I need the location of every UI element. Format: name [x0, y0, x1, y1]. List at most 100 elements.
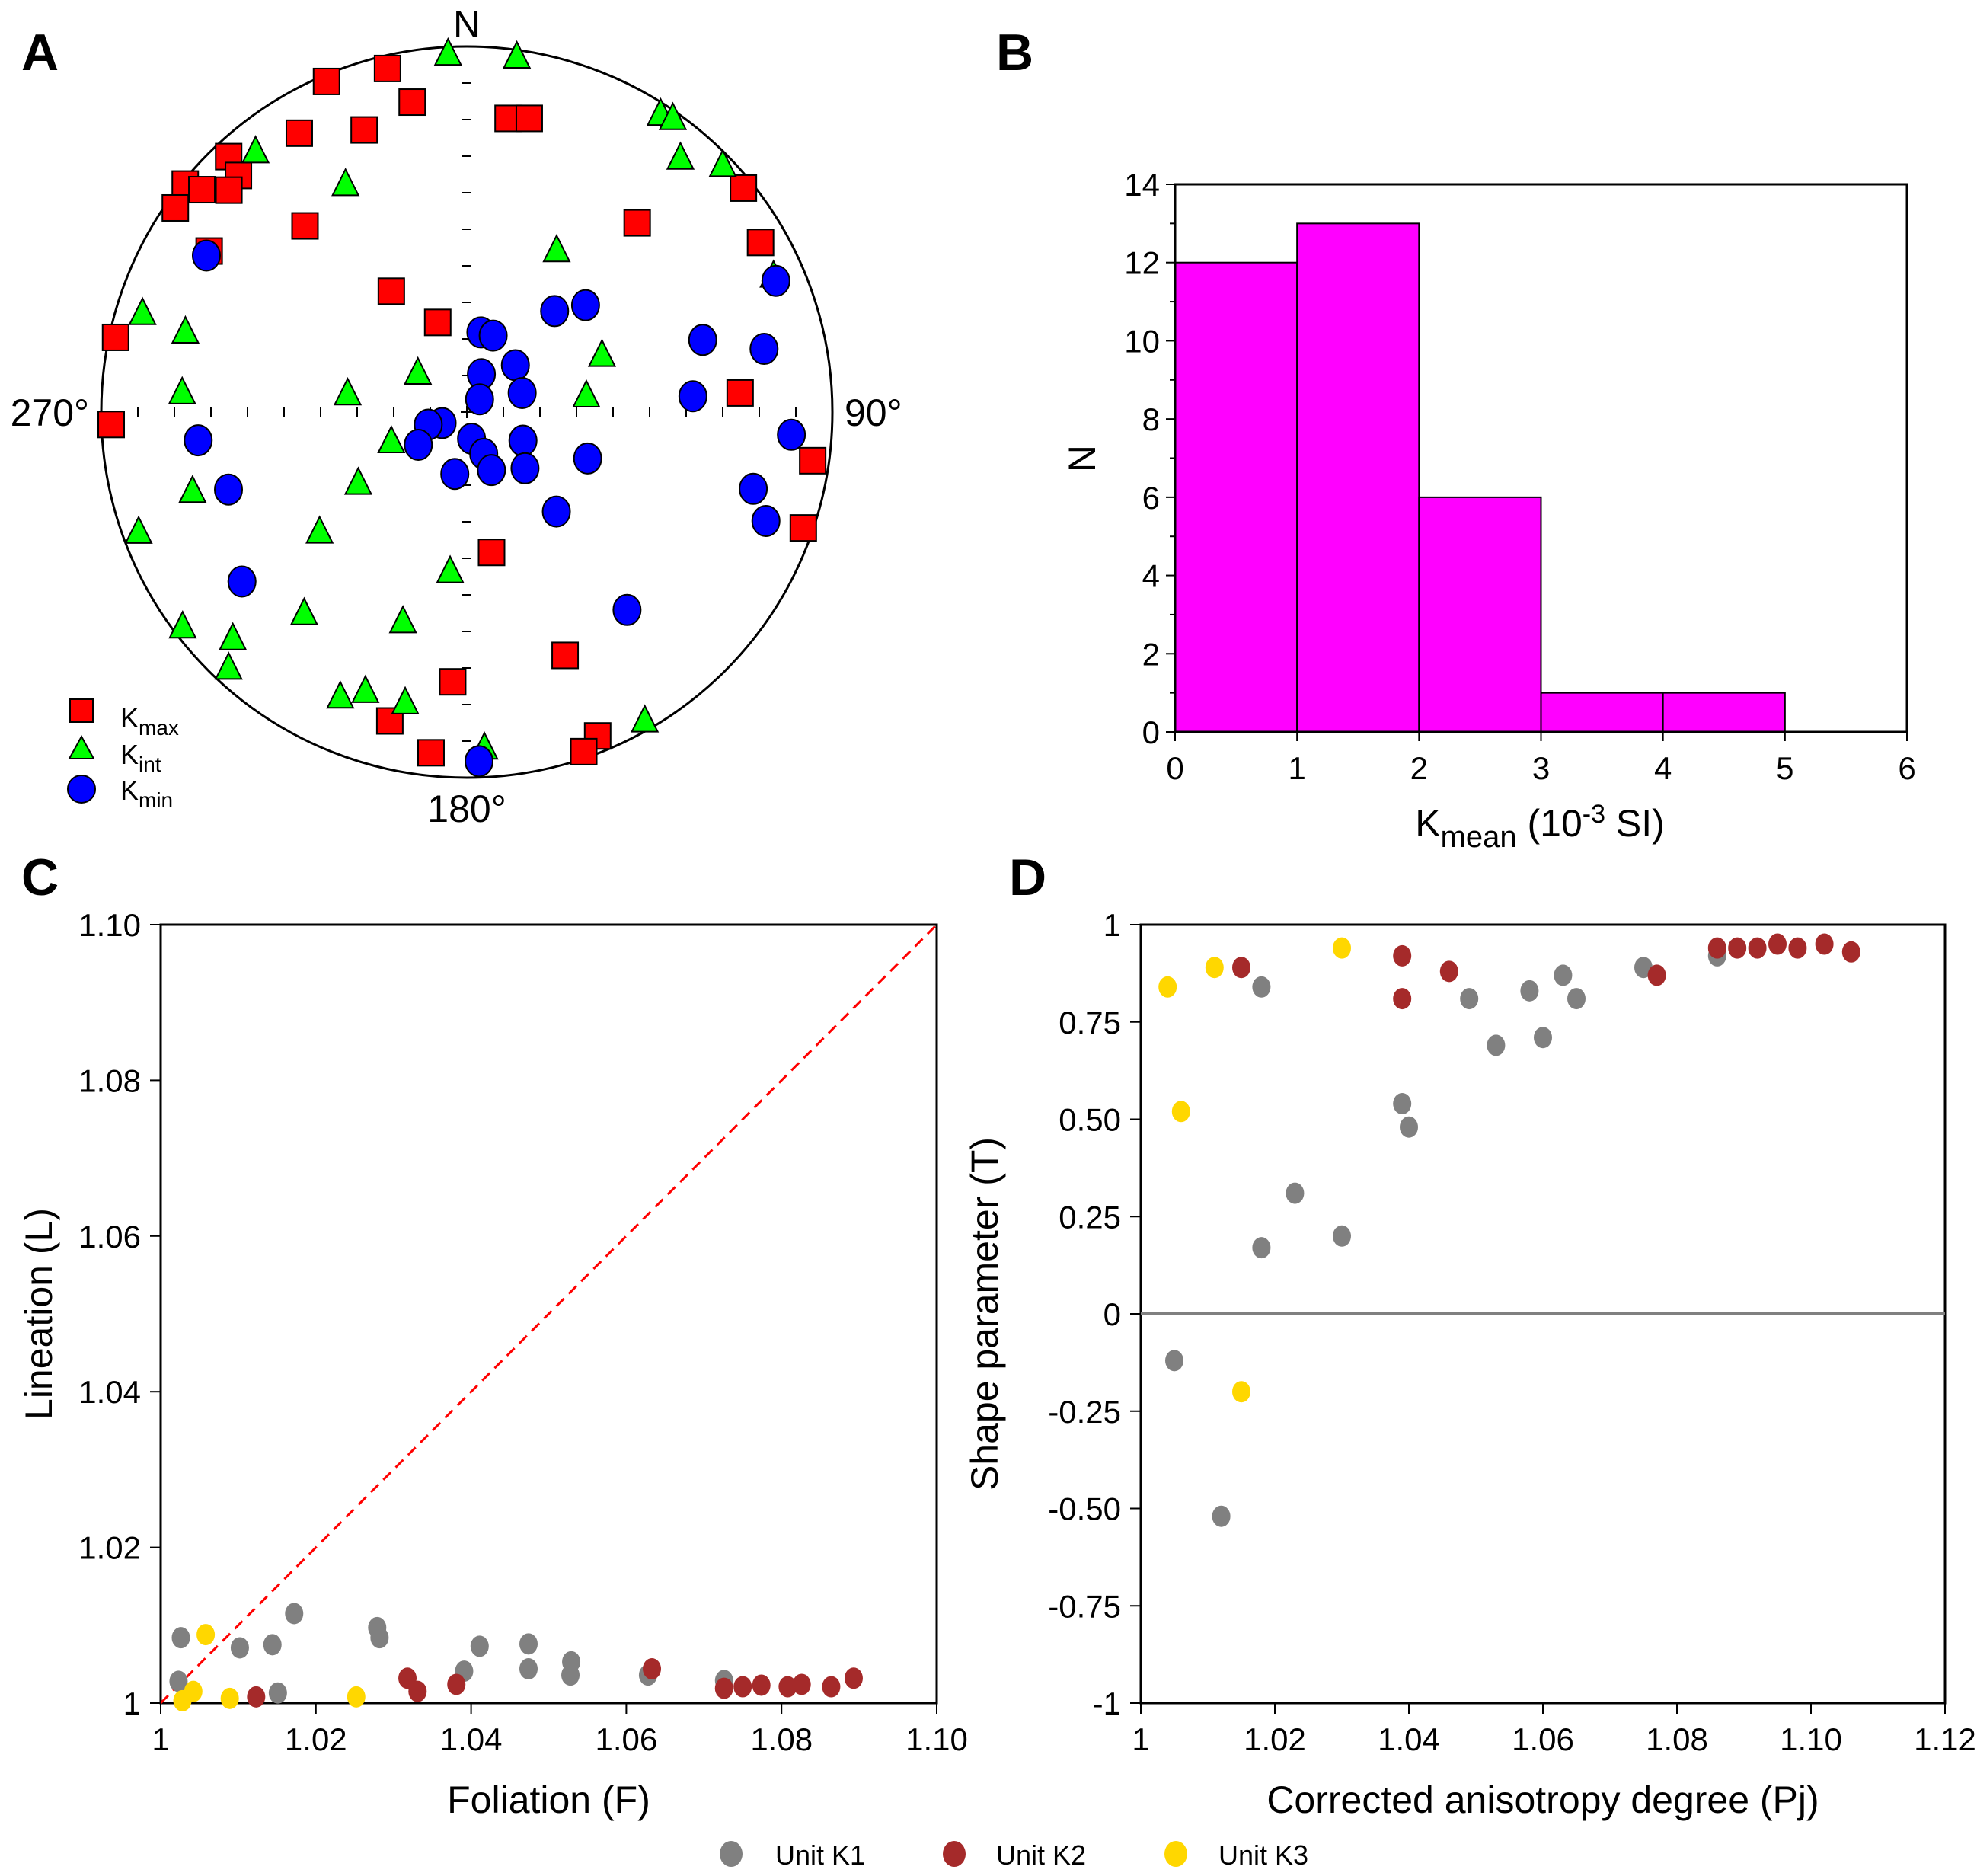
histogram-x-axis-title: Kmean (10-3 SI) [1415, 800, 1665, 854]
legend-unit-k3-marker-icon [1164, 1841, 1187, 1867]
stereonet-point-kint [124, 515, 153, 544]
stereonet-point-kint [326, 679, 355, 709]
stereonet-point-kint [404, 356, 433, 385]
point-unit-k2 [408, 1680, 427, 1702]
stereonet-point-kint [171, 315, 200, 344]
panel-d-ticks: 1 1.02 1.04 1.06 1.08 1.10 1.12 -1 -0.75 -0.50 -0.… [1048, 907, 1976, 1757]
stereonet-point-kint [343, 466, 373, 495]
y-tick-label: 14 [1124, 167, 1160, 203]
histogram-bar [1296, 222, 1420, 733]
histogram-bar [1174, 261, 1298, 733]
stereonet-point-kmax [477, 539, 506, 567]
point-unit-k1 [370, 1627, 389, 1649]
stereonet-point-kint [587, 338, 617, 367]
point-unit-k1 [1393, 1093, 1412, 1115]
point-unit-k1 [519, 1658, 538, 1680]
stereonet-point-kmax [285, 119, 313, 147]
stereonet-point-kmin [507, 376, 537, 409]
y-tick-label: 0.25 [1059, 1199, 1121, 1235]
point-unit-k1 [1487, 1034, 1506, 1056]
y-tick-label: -0.50 [1048, 1491, 1121, 1527]
legend-kint-triangle-icon [68, 734, 95, 759]
x-tick-label: 1.02 [285, 1721, 347, 1757]
stereonet-point-kmin [214, 473, 244, 506]
y-tick-label: 1.10 [78, 907, 141, 943]
point-unit-k1 [1460, 988, 1479, 1010]
stereonet-point-kint [391, 686, 420, 714]
point-unit-k2 [1393, 944, 1412, 967]
stereonet-point-kmin [191, 239, 221, 272]
panel-c-y-axis-title: Lineation (L) [18, 1208, 60, 1420]
y-tick-label: 1.04 [78, 1374, 141, 1410]
stereonet-point-kint [388, 605, 417, 634]
point-unit-k1 [1286, 1182, 1305, 1204]
point-unit-k2 [714, 1677, 733, 1699]
y-tick-label: 0 [1103, 1296, 1121, 1332]
panel-label-b: B [996, 24, 1033, 81]
legend-kmax-label: Kmax [120, 702, 179, 740]
x-tick-label: 1 [1132, 1721, 1149, 1757]
x-tick-label: 2 [1410, 750, 1428, 786]
stereonet-point-kmin [227, 565, 257, 598]
point-unit-k3 [196, 1624, 216, 1646]
point-unit-k1 [1534, 1027, 1552, 1049]
histogram-bar [1662, 692, 1786, 733]
point-unit-k1 [1333, 1225, 1351, 1247]
histogram-y-axis-title: N [1061, 445, 1103, 472]
y-tick-label: 1 [1103, 907, 1121, 943]
x-tick-label: 3 [1532, 750, 1550, 786]
point-unit-k1 [561, 1664, 580, 1686]
point-unit-k2 [822, 1676, 841, 1698]
north-label: N [453, 3, 481, 46]
panel-d-points [1158, 933, 1860, 1527]
x-tick-label: 5 [1776, 750, 1793, 786]
stereonet-point-kint [351, 674, 380, 703]
stereonet-point-kint [377, 424, 406, 454]
y-tick-label: 1 [123, 1686, 141, 1721]
stereonet-point-kmax [101, 323, 129, 351]
stereonet-point-kint [666, 141, 695, 170]
point-unit-k3 [1333, 937, 1351, 959]
point-unit-k1 [169, 1670, 188, 1692]
legend-kmin-label: Kmin [120, 775, 173, 812]
point-unit-k2 [1768, 933, 1787, 955]
stereonet-point-kint [503, 40, 532, 69]
stereonet-point-kmax [417, 739, 445, 767]
stereonet-point-kmin [404, 428, 433, 461]
x-tick-label: 4 [1654, 750, 1672, 786]
panel-c-x-axis-title: Foliation (F) [447, 1779, 650, 1821]
stereonet-point-kint [658, 101, 688, 130]
legend-kmin-circle-icon [67, 775, 96, 804]
panel-label-c: C [21, 849, 59, 906]
point-unit-k2 [1841, 941, 1860, 963]
histogram-bars [1174, 222, 1786, 733]
stereonet-point-kmax [623, 209, 651, 237]
stereonet-point-kint [631, 704, 660, 733]
y-tick-label: 2 [1142, 636, 1160, 672]
legend-unit-k1-marker-icon [720, 1841, 743, 1867]
x-tick-label: 1.02 [1244, 1721, 1306, 1757]
stereonet-point-kmin [573, 442, 602, 475]
stereonet-point-kint [128, 296, 157, 325]
stereonet-points [97, 37, 827, 778]
stereonet-point-kmin [465, 745, 494, 778]
y-tick-label: 10 [1124, 323, 1160, 359]
point-unit-k1 [268, 1682, 287, 1704]
point-unit-k2 [1815, 933, 1834, 955]
stereonet-point-kmax [188, 176, 216, 204]
stereonet-point-kmax [746, 229, 775, 257]
stereonet-point-kmax [730, 174, 758, 202]
point-unit-k1 [1252, 976, 1271, 998]
y-tick-label: -0.25 [1048, 1394, 1121, 1430]
stereonet-point-kmin [688, 324, 717, 356]
south-label: 180° [427, 788, 506, 830]
stereonet-panel: N 90° 180° 270° Kmax Kint Kmin [11, 3, 902, 830]
stereonet-point-kmax [215, 176, 243, 204]
stereonet-point-kint [708, 149, 737, 177]
point-unit-k2 [447, 1673, 466, 1695]
stereonet-point-kmax [377, 277, 405, 305]
point-unit-k1 [1520, 980, 1539, 1002]
x-tick-label: 1.10 [905, 1721, 968, 1757]
x-tick-label: 1 [1288, 750, 1305, 786]
